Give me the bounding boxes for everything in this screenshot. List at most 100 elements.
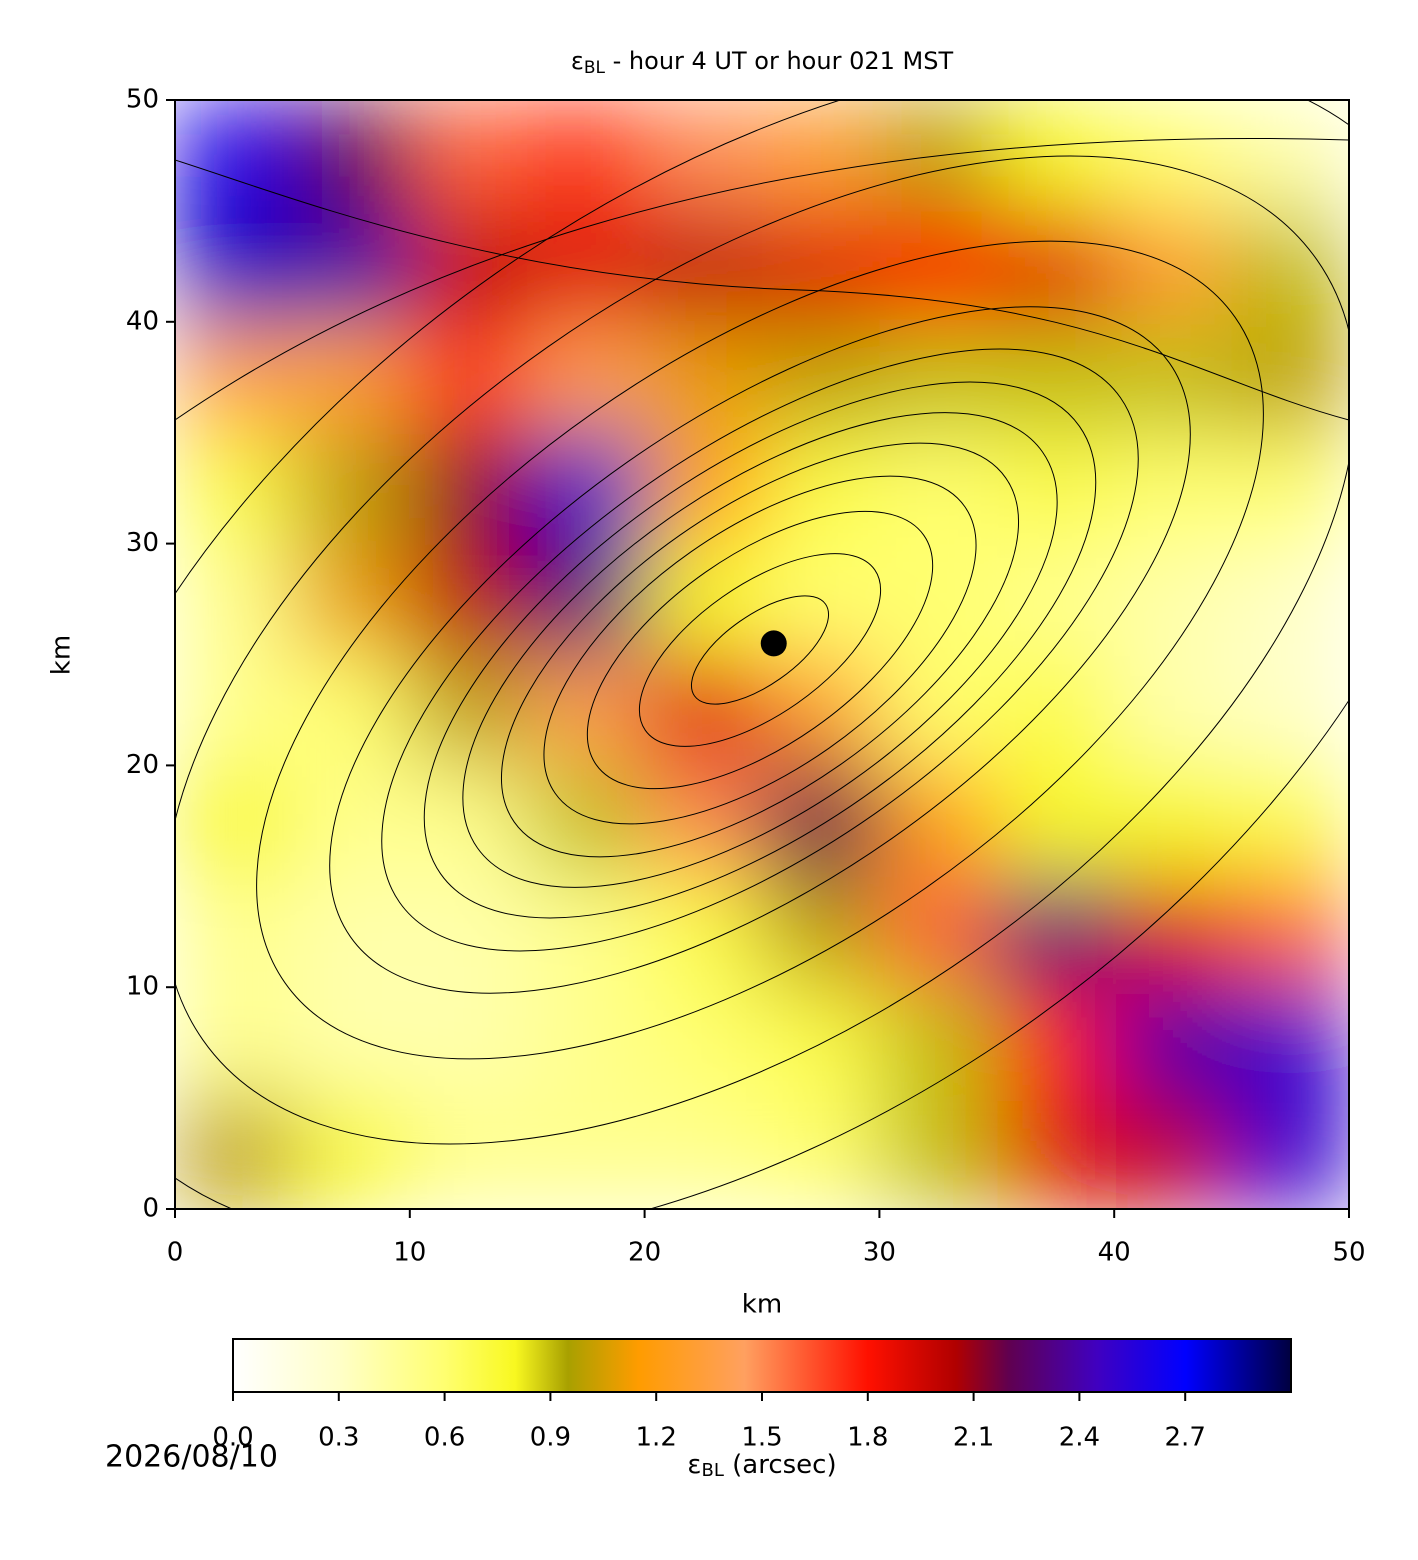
title-symbol: ε [571,47,584,75]
heat-cell [175,654,293,766]
heat-cell [996,987,1115,1099]
heat-cell [1231,876,1349,988]
colorbar-tick-label: 2.4 [1059,1423,1100,1453]
chart-title: εBL - hour 4 UT or hour 021 MST [571,47,954,78]
heat-cell [879,1098,998,1209]
heat-cell [292,543,411,655]
heat-cell [175,1098,293,1209]
heat-cell [1114,987,1233,1099]
heat-cell [1231,100,1349,212]
heat-cell [879,321,998,434]
heat-cell [879,987,998,1099]
heat-cell [527,987,646,1099]
y-tick-label: 30 [126,528,159,558]
heat-cell [1114,765,1233,877]
heat-cell [1114,654,1233,766]
heat-cell [762,654,880,766]
colorbar-tick-label: 1.2 [636,1423,677,1453]
heat-cell [762,1098,880,1209]
x-tick-label: 50 [1332,1238,1365,1268]
heat-cell [175,543,293,655]
heat-cell [292,654,411,766]
heat-cell [1231,210,1349,323]
colorbar-tick-label: 2.1 [953,1423,994,1453]
site-marker [760,630,787,657]
x-tick-label: 40 [1098,1238,1131,1268]
heat-cell [879,432,998,545]
heat-cell [409,876,528,988]
title-text: - hour 4 UT or hour 021 MST [605,47,953,75]
heat-cell [996,765,1115,877]
heat-cell [409,321,528,434]
heat-cell [175,432,293,545]
heat-cell [292,210,411,323]
colorbar-tick-label: 0.3 [318,1423,359,1453]
heat-cell [175,876,293,988]
heat-cell [879,765,998,877]
heat-cell [996,543,1115,655]
heat-cell [292,321,411,434]
y-tick-label: 10 [126,972,159,1002]
colorbar-tick-label: 1.8 [847,1423,888,1453]
x-tick-label: 30 [863,1238,896,1268]
heat-cell [527,876,646,988]
heat-cell [644,1098,763,1209]
x-tick-label: 0 [167,1238,184,1268]
heat-cell [1231,765,1349,877]
colorbar-tick-label: 1.5 [741,1423,782,1453]
colorbar-tick-label: 2.7 [1165,1423,1206,1453]
terrain-contours [175,100,1349,1209]
heat-cell [644,100,763,212]
y-tick-label: 40 [126,306,159,336]
heat-cell [527,765,646,877]
heat-cell [996,1098,1115,1209]
heat-cell [1114,432,1233,545]
heat-cell [879,876,998,988]
heat-cell [1114,100,1233,212]
heat-cell [879,210,998,323]
cb-symbol: ε [687,1450,701,1480]
heat-cell [644,432,763,545]
y-tick-label: 20 [126,750,159,780]
heat-cell [1114,1098,1233,1209]
heat-cell [1231,654,1349,766]
x-tick-label: 10 [393,1238,426,1268]
colorbar [232,1338,1292,1393]
heat-cell [996,321,1115,434]
heat-cell [1231,321,1349,434]
colorbar-label: εBL (arcsec) [687,1450,836,1482]
heat-cell [996,654,1115,766]
x-axis-label: km [742,1290,782,1320]
date: 2026/08/10 [105,1440,278,1475]
heat-cell [996,876,1115,988]
heat-cell [1114,543,1233,655]
colorbar-tick-label: 0.9 [530,1423,571,1453]
title-subscript: BL [584,58,606,78]
heat-cell [292,432,411,545]
heat-cell [762,765,880,877]
heat-cell [762,210,880,323]
heat-cell [644,543,763,655]
heat-cell [1231,432,1349,545]
heat-cell [409,1098,528,1209]
y-axis-label: km [47,635,77,675]
plot-frame [174,99,1350,1210]
heat-cell [762,987,880,1099]
heat-cell [762,432,880,545]
heat-cell [409,765,528,877]
heat-cell [996,210,1115,323]
heat-cell [292,100,411,212]
heat-cell [762,100,880,212]
heat-cell [527,543,646,655]
heat-cell [175,210,293,323]
x-tick-label: 20 [628,1238,661,1268]
heat-cell [409,987,528,1099]
heat-cell [879,543,998,655]
heat-cell [175,100,293,212]
heat-cell [292,1098,411,1209]
heat-cell [1114,321,1233,434]
y-tick-label: 50 [126,85,159,115]
heat-cell [527,1098,646,1209]
heat-cell [527,321,646,434]
